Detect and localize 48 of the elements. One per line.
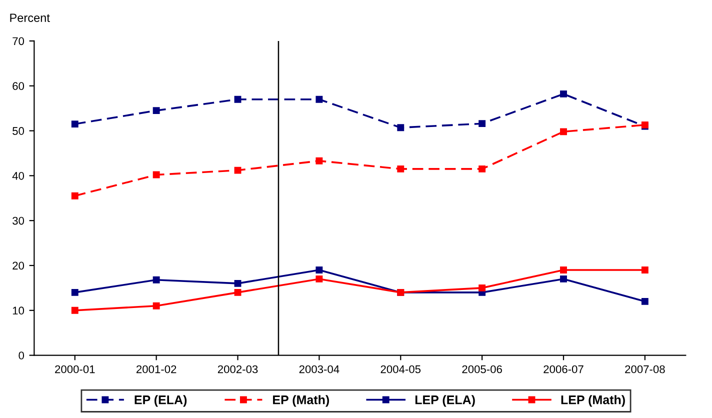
point [641, 298, 648, 305]
point [397, 165, 404, 172]
point [478, 120, 486, 128]
point [71, 120, 78, 128]
legend-label: LEP (ELA) [415, 395, 475, 407]
point [560, 128, 567, 136]
y-tick-label: 40 [12, 172, 24, 180]
point [152, 171, 160, 178]
y-tick-label: 10 [12, 306, 24, 315]
point [152, 302, 160, 310]
x-tick-label: 2002-03 [218, 365, 258, 374]
y-tick-label: 0 [18, 352, 24, 360]
point [316, 266, 323, 274]
y-tick-label: 60 [12, 82, 24, 90]
x-tick-label: 2001-02 [136, 365, 176, 374]
x-tick-label: 2004-05 [380, 365, 421, 374]
point [641, 266, 648, 274]
point [316, 157, 323, 164]
point [71, 192, 78, 200]
x-tick-label: 2006-07 [544, 365, 584, 374]
point [397, 124, 404, 132]
point [478, 165, 486, 172]
x-tick-label: 2007-08 [625, 365, 665, 374]
point [234, 288, 242, 296]
point [560, 266, 567, 274]
point [478, 284, 486, 292]
x-tick-label: 2003-04 [299, 365, 340, 374]
point [234, 96, 242, 103]
point [152, 276, 160, 284]
x-tick-label: 2005-06 [462, 365, 502, 374]
point [234, 166, 242, 174]
legend-label: EP (ELA) [134, 395, 187, 407]
y-tick-label: 20 [12, 262, 24, 270]
point [560, 90, 567, 98]
point [234, 280, 242, 287]
y-tick-label: 30 [12, 216, 24, 225]
legend-label: LEP (Math) [561, 395, 625, 407]
x-tick-label: 2000-01 [55, 365, 95, 374]
point [71, 306, 78, 314]
y-tick-label: 70 [12, 37, 24, 46]
y-axis-title: Percent [10, 14, 50, 22]
point [152, 107, 160, 114]
legend-label: EP (Math) [273, 395, 329, 407]
point [71, 288, 78, 296]
point [560, 275, 567, 282]
point [316, 96, 323, 103]
y-tick-label: 50 [12, 127, 24, 135]
point [316, 275, 323, 282]
